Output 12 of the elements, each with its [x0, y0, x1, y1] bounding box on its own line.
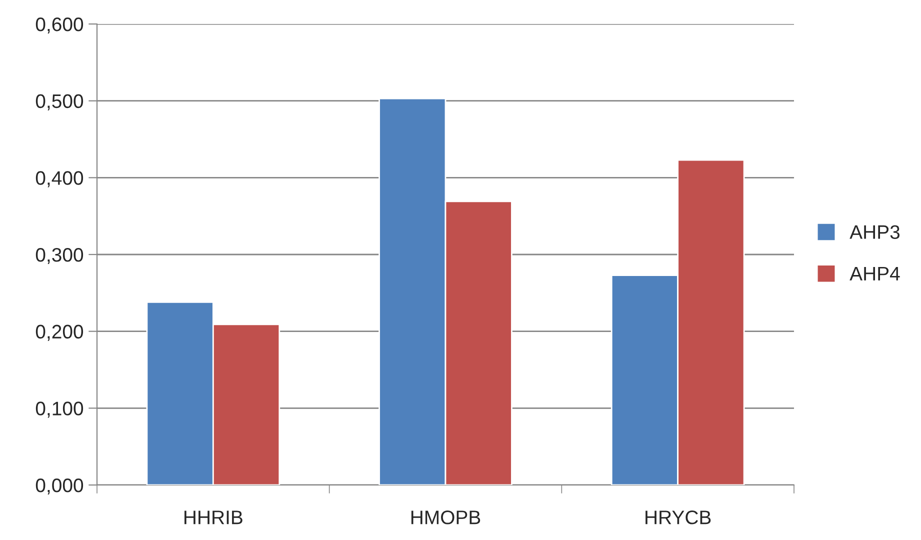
legend-label: AHP3: [850, 225, 900, 239]
x-tick-label: HRYCB: [646, 510, 711, 524]
y-tick-label: 0,600: [36, 17, 84, 34]
y-tick-label: 0,500: [36, 94, 84, 110]
y-tick-label: 0,100: [36, 402, 84, 418]
x-tick-label: HHRIB: [184, 510, 242, 524]
y-tick-label: 0,000: [36, 478, 84, 495]
y-tick-label: 0,300: [36, 248, 84, 264]
y-tick-label: 0,400: [36, 171, 84, 188]
legend-label: AHP4: [850, 266, 900, 280]
x-tick-label: HMOPB: [411, 510, 480, 524]
y-tick-label: 0,200: [36, 324, 84, 341]
